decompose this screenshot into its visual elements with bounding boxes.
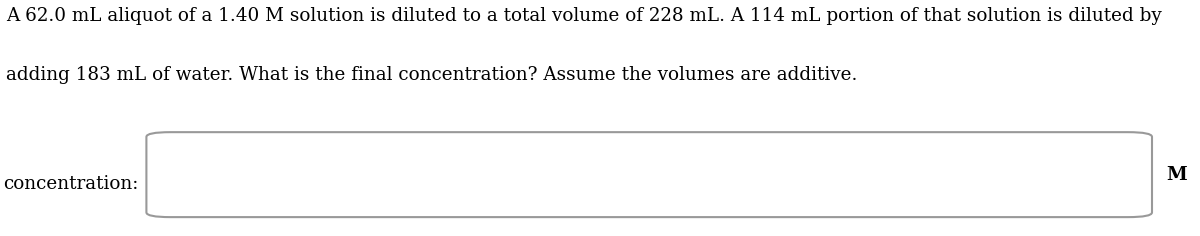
Text: adding 183 mL of water. What is the final concentration? Assume the volumes are : adding 183 mL of water. What is the fina…	[6, 66, 857, 84]
Text: A 62.0 mL aliquot of a 1.40 M solution is diluted to a total volume of 228 mL. A: A 62.0 mL aliquot of a 1.40 M solution i…	[6, 7, 1162, 25]
FancyBboxPatch shape	[146, 132, 1152, 217]
Text: M: M	[1166, 166, 1187, 184]
Text: concentration:: concentration:	[2, 175, 138, 193]
